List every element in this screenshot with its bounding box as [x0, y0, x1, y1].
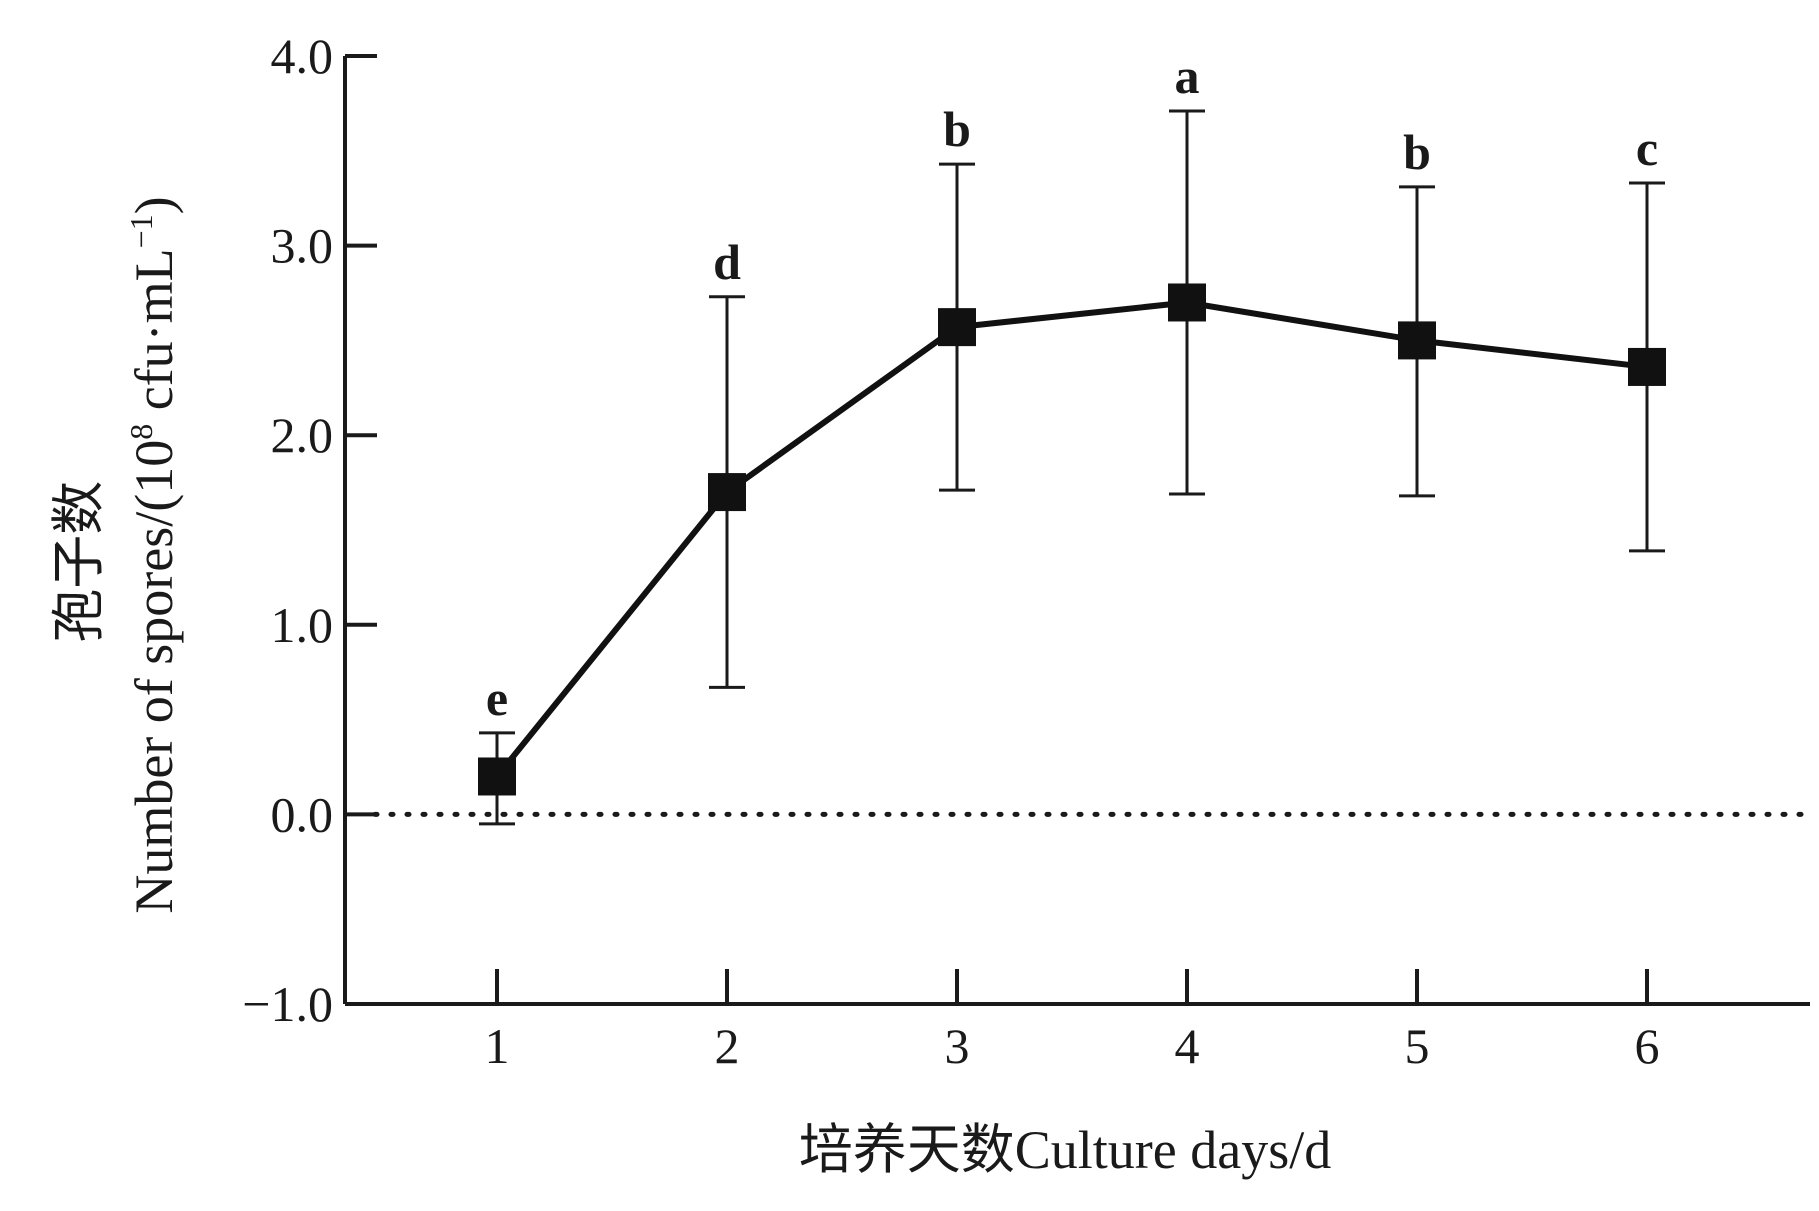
- data-point-marker: [1628, 347, 1666, 386]
- y-tick-label: 4.0: [271, 28, 334, 84]
- x-tick-label: 3: [945, 1018, 970, 1074]
- error-bars: [479, 109, 1665, 826]
- significance-letter: b: [1403, 124, 1431, 180]
- significance-labels: e d b a b c: [486, 48, 1658, 726]
- x-axis: 1 2 3 4 5 6: [345, 969, 1810, 1074]
- y-axis-title-cn: 孢子数: [49, 481, 109, 643]
- y-axis-title: 孢子数 Number of spores/(108 cfu·mL−1): [49, 196, 184, 913]
- significance-letter: c: [1636, 120, 1658, 176]
- significance-letter: e: [486, 670, 508, 726]
- x-tick-label: 2: [715, 1018, 740, 1074]
- x-tick-label: 5: [1405, 1018, 1430, 1074]
- y-tick-label: 2.0: [271, 407, 334, 463]
- data-point-marker: [938, 308, 976, 347]
- x-tick-label: 6: [1635, 1018, 1660, 1074]
- data-point-marker: [1398, 321, 1436, 360]
- x-axis-title: 培养天数Culture days/d: [799, 1120, 1331, 1180]
- y-axis: −1.0 0.0 1.0 2.0 3.0 4.0: [242, 28, 377, 1032]
- y-tick-label: 1.0: [271, 597, 334, 653]
- x-tick-label: 1: [485, 1018, 510, 1074]
- significance-letter: b: [943, 101, 971, 157]
- significance-letter: d: [713, 234, 741, 290]
- data-point-marker: [708, 473, 746, 512]
- series-line: [494, 299, 1648, 779]
- data-series: [478, 283, 1666, 796]
- significance-letter: a: [1175, 48, 1200, 104]
- x-tick-label: 4: [1175, 1018, 1200, 1074]
- y-tick-label: 0.0: [271, 786, 334, 842]
- y-tick-label: 3.0: [271, 218, 334, 274]
- data-point-marker: [1168, 283, 1206, 322]
- y-axis-title-en: Number of spores/(108 cfu·mL−1): [123, 196, 184, 913]
- y-tick-label: −1.0: [242, 976, 333, 1032]
- data-point-marker: [478, 757, 516, 796]
